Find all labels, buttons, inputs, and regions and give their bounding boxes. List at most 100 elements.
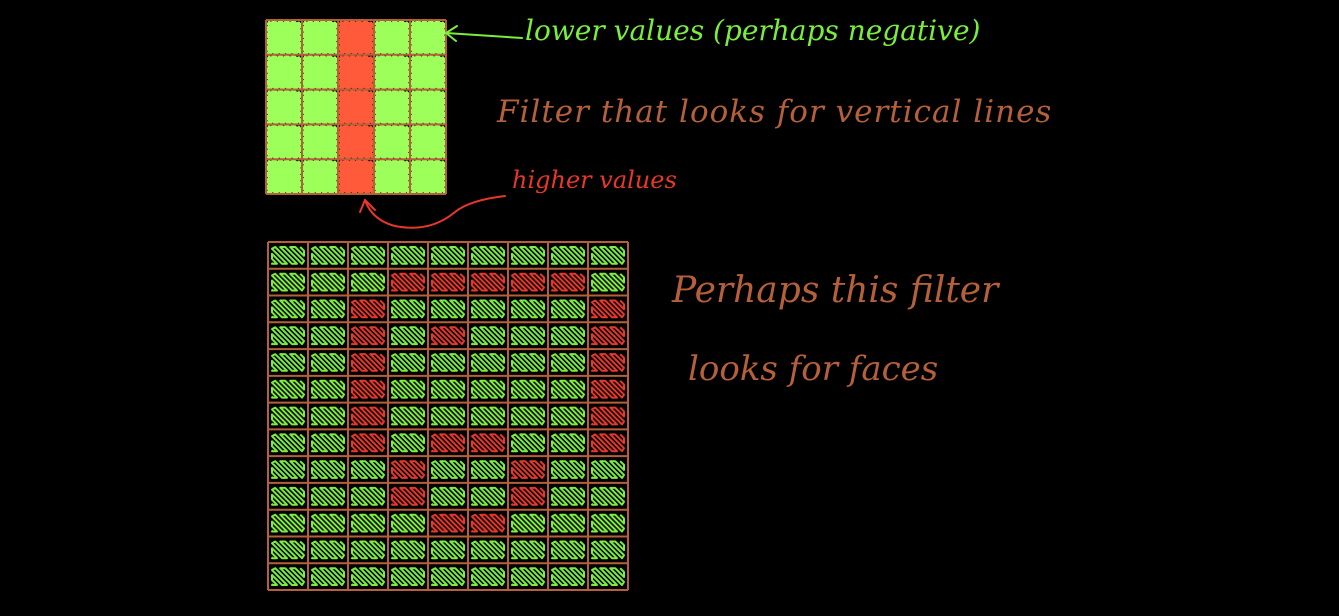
high-value-cell: [391, 486, 425, 506]
low-value-cell: [351, 486, 385, 506]
low-value-cell: [374, 55, 410, 89]
low-value-cell: [266, 90, 302, 124]
low-value-cell: [311, 406, 345, 426]
face-filter-grid: [267, 241, 629, 591]
grid-lines: [265, 19, 447, 195]
higher-values-label: higher values: [512, 166, 677, 194]
low-value-cell: [511, 567, 545, 586]
low-value-cell: [271, 513, 305, 533]
low-value-cell: [311, 460, 345, 479]
low-value-cell: [471, 246, 505, 265]
face-filter-note-line1: Perhaps this filter: [671, 270, 1000, 311]
low-value-cell: [431, 540, 465, 560]
high-value-cell: [338, 55, 374, 89]
vertical-filter-note: Filter that looks for vertical lines: [496, 94, 1052, 130]
low-value-cell: [591, 272, 625, 292]
low-value-cell: [271, 540, 305, 560]
low-value-cell: [511, 406, 545, 426]
high-value-cell: [551, 272, 585, 292]
low-value-cell: [374, 125, 410, 159]
low-value-cell: [511, 433, 545, 453]
low-value-cell: [551, 486, 585, 506]
low-value-cell: [591, 513, 625, 533]
low-value-cell: [471, 567, 505, 586]
low-value-cell: [591, 486, 625, 506]
low-value-cell: [374, 20, 410, 55]
high-value-cell: [351, 379, 385, 399]
low-value-cell: [311, 246, 345, 265]
low-value-cell: [351, 513, 385, 533]
low-value-cell: [271, 246, 305, 265]
high-value-cell: [471, 513, 505, 533]
low-value-cell: [511, 326, 545, 346]
low-value-cell: [374, 159, 410, 194]
high-value-cell: [591, 326, 625, 346]
low-value-cell: [311, 540, 345, 560]
low-value-cell: [271, 272, 305, 292]
low-value-cell: [471, 406, 505, 426]
low-value-cell: [311, 272, 345, 292]
low-value-cell: [551, 567, 585, 586]
high-value-cell: [431, 433, 465, 453]
low-value-cell: [302, 125, 338, 159]
low-value-cell: [271, 406, 305, 426]
low-value-cell: [551, 460, 585, 479]
low-value-cell: [410, 125, 446, 159]
low-value-cell: [431, 406, 465, 426]
low-value-cell: [266, 20, 302, 55]
low-value-cell: [266, 55, 302, 89]
low-value-cell: [511, 353, 545, 372]
low-value-cell: [391, 246, 425, 265]
high-value-cell: [511, 460, 545, 479]
lower-values-label: lower values (perhaps negative): [525, 14, 980, 47]
high-value-cell: [391, 272, 425, 292]
low-value-cell: [551, 513, 585, 533]
high-value-cell: [351, 326, 385, 346]
low-value-cell: [471, 460, 505, 479]
low-value-cell: [391, 513, 425, 533]
low-value-cell: [391, 406, 425, 426]
low-value-cell: [431, 353, 465, 372]
low-value-cell: [302, 90, 338, 124]
low-value-cell: [351, 246, 385, 265]
low-value-cell: [302, 20, 338, 55]
high-value-cell: [351, 299, 385, 319]
high-value-cell: [511, 486, 545, 506]
low-value-cell: [431, 567, 465, 586]
low-value-cell: [431, 460, 465, 479]
low-value-cell: [591, 460, 625, 479]
low-value-cell: [551, 353, 585, 372]
high-value-cell: [351, 433, 385, 453]
low-value-cell: [471, 299, 505, 319]
vertical-line-filter-grid: [265, 19, 447, 195]
low-value-cell: [511, 299, 545, 319]
low-value-cell: [351, 540, 385, 560]
low-value-cell: [471, 540, 505, 560]
high-value-cell: [431, 513, 465, 533]
low-value-cell: [551, 299, 585, 319]
low-value-cell: [311, 379, 345, 399]
low-value-cell: [431, 486, 465, 506]
low-value-cell: [511, 379, 545, 399]
low-value-cell: [391, 299, 425, 319]
high-value-cell: [338, 20, 374, 55]
low-value-cell: [271, 299, 305, 319]
low-value-cell: [302, 159, 338, 194]
low-value-cell: [311, 299, 345, 319]
high-value-cell: [591, 433, 625, 453]
low-value-cell: [511, 513, 545, 533]
high-value-cell: [391, 460, 425, 479]
low-value-cell: [551, 406, 585, 426]
low-value-cell: [551, 326, 585, 346]
low-value-cell: [471, 486, 505, 506]
low-value-cell: [391, 433, 425, 453]
low-value-cell: [431, 379, 465, 399]
low-value-cell: [431, 246, 465, 265]
high-value-cell: [591, 379, 625, 399]
low-value-cell: [351, 272, 385, 292]
low-value-cell: [374, 90, 410, 124]
low-value-cell: [410, 55, 446, 89]
high-value-cell: [431, 272, 465, 292]
